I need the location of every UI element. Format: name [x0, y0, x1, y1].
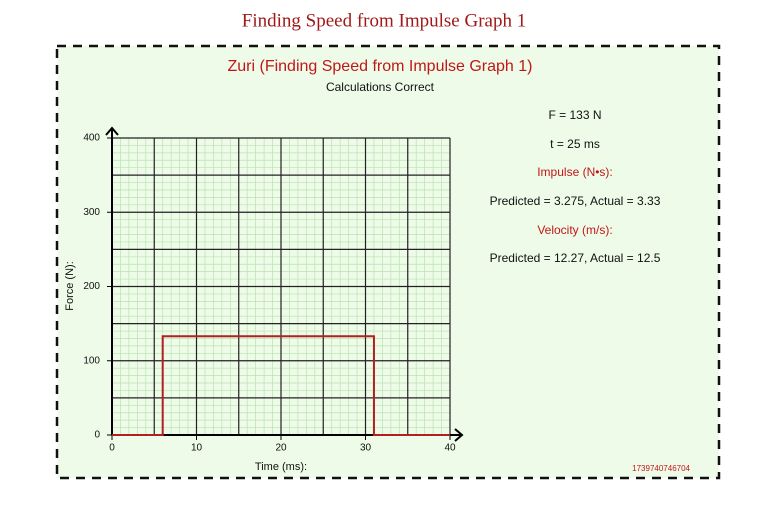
annotation: F = 133 N	[548, 108, 601, 122]
annotation: t = 25 ms	[550, 137, 600, 151]
y-tick-label: 400	[83, 133, 100, 144]
annotation: Velocity (m/s):	[537, 223, 612, 237]
y-axis-label: Force (N):	[64, 261, 76, 311]
x-tick-label: 0	[109, 443, 115, 454]
x-tick-label: 30	[360, 443, 372, 454]
x-tick-label: 20	[275, 443, 287, 454]
annotation: Impulse (N•s):	[537, 165, 613, 179]
y-tick-label: 300	[83, 207, 100, 218]
y-tick-label: 200	[83, 281, 100, 292]
id-label: 1739740746704	[632, 464, 690, 473]
annotation: Predicted = 3.275, Actual = 3.33	[490, 194, 661, 208]
x-axis-label: Time (ms):	[255, 461, 307, 473]
page-title: Finding Speed from Impulse Graph 1	[242, 10, 526, 31]
chart-subtitle: Calculations Correct	[326, 80, 435, 94]
chart-title: Zuri (Finding Speed from Impulse Graph 1…	[227, 58, 532, 75]
annotation: Predicted = 12.27, Actual = 12.5	[490, 251, 661, 265]
x-tick-label: 10	[191, 443, 203, 454]
x-tick-label: 40	[444, 443, 456, 454]
y-tick-label: 100	[83, 355, 100, 366]
x-axis-arrow	[454, 428, 464, 442]
y-axis-arrow	[105, 126, 119, 136]
panel	[55, 44, 721, 480]
plot	[112, 335, 450, 436]
force-line	[112, 335, 450, 436]
y-tick-label: 0	[94, 430, 100, 441]
